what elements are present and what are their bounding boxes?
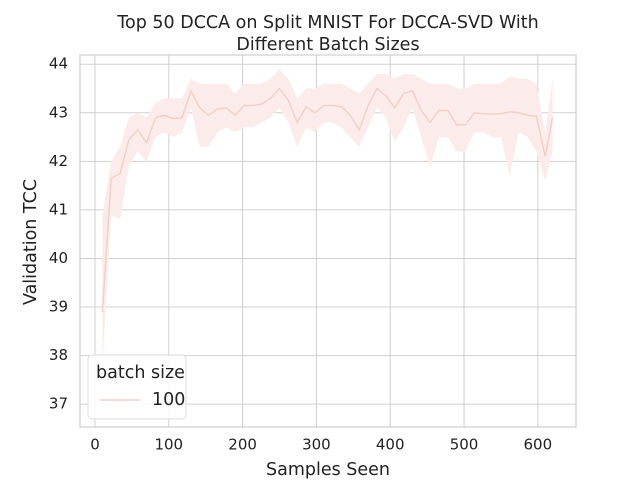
y-axis-label: Validation TCC — [21, 179, 41, 305]
x-tick-label: 600 — [524, 436, 553, 454]
x-tick-label: 100 — [154, 436, 183, 454]
y-tick-label: 39 — [49, 298, 68, 316]
legend-box — [87, 354, 187, 420]
x-axis-label: Samples Seen — [266, 460, 390, 480]
chart-title: Top 50 DCCA on Split MNIST For DCCA-SVD … — [116, 13, 538, 33]
y-tick-label: 37 — [49, 395, 68, 413]
chart-title: Different Batch Sizes — [236, 35, 419, 55]
confidence-band — [102, 69, 553, 366]
y-tick-label: 43 — [49, 103, 68, 121]
plot-frame — [79, 54, 577, 428]
legend: batch size 100 — [87, 354, 187, 420]
legend-label: 100 — [152, 390, 185, 410]
y-tick-label: 44 — [49, 55, 68, 73]
x-tick-label: 500 — [450, 436, 479, 454]
data-line — [101, 87, 554, 312]
y-tick-label: 38 — [49, 346, 68, 364]
y-tick-label: 41 — [49, 200, 68, 218]
y-tick-label: 42 — [49, 152, 68, 170]
x-tick-label: 400 — [376, 436, 405, 454]
x-tick-label: 300 — [302, 436, 331, 454]
legend-title: batch size — [96, 363, 185, 383]
y-tick-label: 40 — [49, 249, 68, 267]
x-tick-label: 200 — [228, 436, 257, 454]
x-tick-label: 0 — [90, 436, 100, 454]
